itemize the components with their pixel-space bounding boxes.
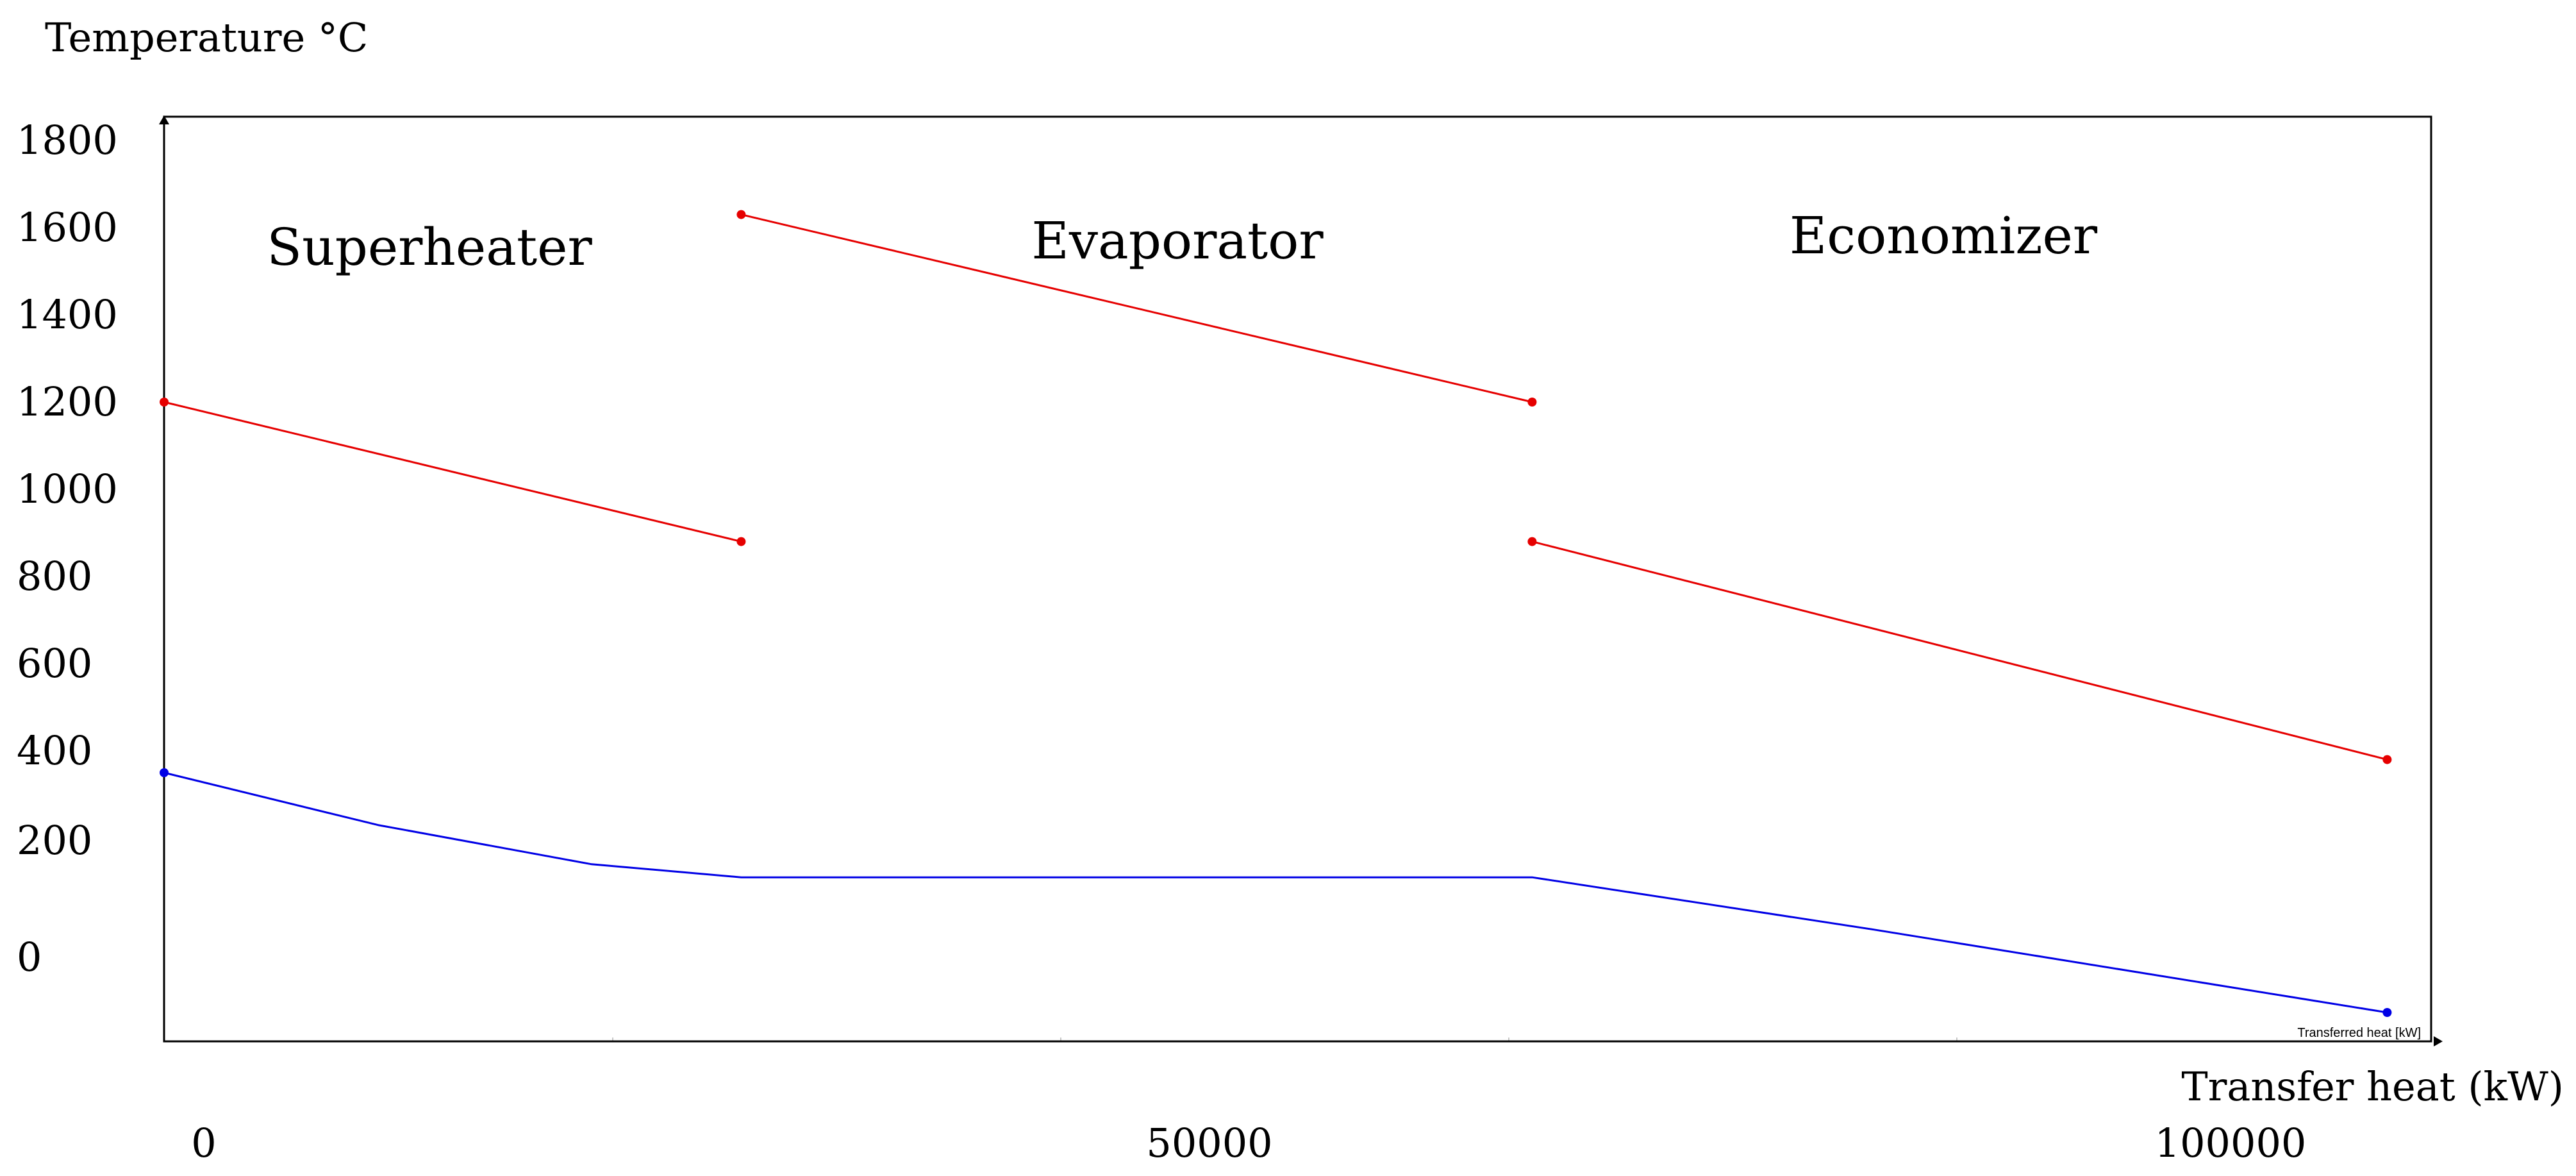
y-tick-label: 400 <box>17 727 92 774</box>
data-point <box>2382 1008 2392 1017</box>
x-tick-label: 100000 <box>2155 1120 2307 1166</box>
section-label: Evaporator <box>1031 211 1324 271</box>
y-tick-label: 0 <box>17 934 42 980</box>
data-point <box>736 210 746 219</box>
series-line <box>163 401 742 543</box>
section-label: Economizer <box>1790 206 2098 265</box>
series-layer <box>160 210 2392 1017</box>
plot-border <box>163 115 2432 1043</box>
y-tick-label: 1400 <box>17 291 118 338</box>
y-tick-label: 1800 <box>17 117 118 164</box>
y-tick-label: 1200 <box>17 378 118 425</box>
data-point <box>160 768 169 777</box>
series-line <box>163 771 2388 1014</box>
data-point <box>160 398 169 407</box>
y-axis-title: Temperature °C <box>45 14 368 61</box>
series-line <box>741 214 1533 403</box>
data-point <box>1527 398 1537 407</box>
y-tick-label: 800 <box>17 553 92 600</box>
x-axis-arrow <box>2434 1036 2443 1046</box>
x-tick-label: 0 <box>191 1120 216 1166</box>
data-point <box>1527 537 1537 546</box>
y-tick-label: 1000 <box>17 466 118 512</box>
y-tick-label: 600 <box>17 640 92 687</box>
y-axis-arrow <box>159 115 169 124</box>
plot-frame <box>159 115 2443 1046</box>
text-layer: Temperature °C 1800 1600 1400 1200 1000 800 600… <box>17 14 2564 1166</box>
data-point <box>736 537 746 546</box>
x-axis-title: Transfer heat (kW) <box>2181 1063 2564 1110</box>
x-tick-label: 50000 <box>1146 1120 1272 1166</box>
section-label: Superheater <box>267 217 592 277</box>
y-tick-label: 1600 <box>17 204 118 251</box>
inner-x-axis-label: Transferred heat [kW] <box>2297 1026 2421 1040</box>
y-tick-label: 200 <box>17 817 92 864</box>
data-point <box>2382 755 2392 764</box>
series-line <box>1532 541 2388 761</box>
